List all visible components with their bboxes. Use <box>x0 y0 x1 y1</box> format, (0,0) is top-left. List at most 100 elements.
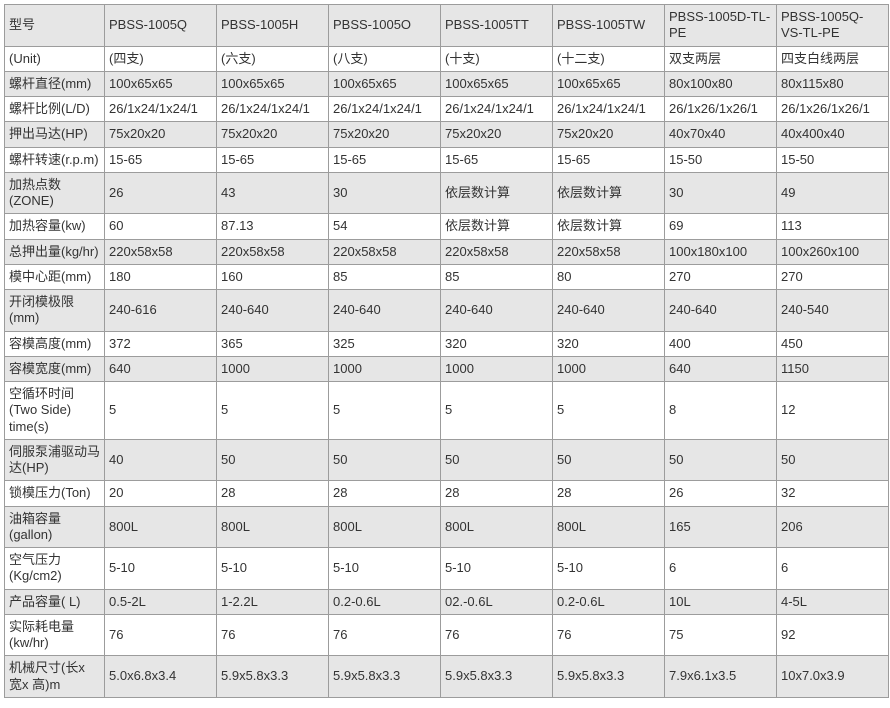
row-label: 容模高度(mm) <box>5 331 105 356</box>
cell: 28 <box>441 481 553 506</box>
table-row: (Unit)(四支)(六支)(八支)(十支)(十二支)双支两层四支白线两层 <box>5 46 889 71</box>
cell: 80 <box>553 264 665 289</box>
cell: 26 <box>105 172 217 214</box>
cell: 28 <box>553 481 665 506</box>
cell: 10L <box>665 589 777 614</box>
cell: 100x65x65 <box>105 71 217 96</box>
cell: 30 <box>665 172 777 214</box>
table-row: 锁模压力(Ton)20282828282632 <box>5 481 889 506</box>
cell: 26/1x24/1x24/1 <box>441 97 553 122</box>
cell: 26 <box>665 481 777 506</box>
cell: 50 <box>329 439 441 481</box>
cell: 100x180x100 <box>665 239 777 264</box>
row-label: 加热点数(ZONE) <box>5 172 105 214</box>
cell: 180 <box>105 264 217 289</box>
cell: 5 <box>553 382 665 440</box>
cell: 0.5-2L <box>105 589 217 614</box>
cell: 5.9x5.8x3.3 <box>329 656 441 698</box>
cell: 5.0x6.8x3.4 <box>105 656 217 698</box>
cell: 30 <box>329 172 441 214</box>
cell: 206 <box>777 506 889 548</box>
cell: 320 <box>553 331 665 356</box>
cell: 320 <box>441 331 553 356</box>
cell: 240-540 <box>777 290 889 332</box>
row-label: 型号 <box>5 5 105 47</box>
cell: 400 <box>665 331 777 356</box>
cell: 80x100x80 <box>665 71 777 96</box>
cell: 240-640 <box>217 290 329 332</box>
row-label: 容模宽度(mm) <box>5 356 105 381</box>
cell: 4-5L <box>777 589 889 614</box>
cell: 20 <box>105 481 217 506</box>
row-label: 机械尺寸(长x 宽x 高)m <box>5 656 105 698</box>
cell: 100x65x65 <box>553 71 665 96</box>
cell: (六支) <box>217 46 329 71</box>
cell: 26/1x24/1x24/1 <box>105 97 217 122</box>
cell: 40x400x40 <box>777 122 889 147</box>
row-label: 模中心距(mm) <box>5 264 105 289</box>
cell: 372 <box>105 331 217 356</box>
cell: 220x58x58 <box>217 239 329 264</box>
cell: 220x58x58 <box>553 239 665 264</box>
cell: 100x65x65 <box>329 71 441 96</box>
cell: (十二支) <box>553 46 665 71</box>
cell: 5-10 <box>441 548 553 590</box>
cell: 6 <box>665 548 777 590</box>
cell: 依层数计算 <box>441 172 553 214</box>
cell: 1000 <box>553 356 665 381</box>
cell: 5 <box>441 382 553 440</box>
cell: 0.2-0.6L <box>329 589 441 614</box>
cell: PBSS-1005D-TL-PE <box>665 5 777 47</box>
row-label: 空循环时间(Two Side) time(s) <box>5 382 105 440</box>
cell: 5-10 <box>217 548 329 590</box>
cell: 85 <box>329 264 441 289</box>
table-row: 螺杆比例(L/D)26/1x24/1x24/126/1x24/1x24/126/… <box>5 97 889 122</box>
row-label: 伺服泵浦驱动马达(HP) <box>5 439 105 481</box>
cell: 15-65 <box>217 147 329 172</box>
cell: 26/1x26/1x26/1 <box>777 97 889 122</box>
cell: PBSS-1005H <box>217 5 329 47</box>
cell: 5 <box>329 382 441 440</box>
cell: 15-65 <box>329 147 441 172</box>
cell: 02.-0.6L <box>441 589 553 614</box>
table-row: 空气压力(Kg/cm2)5-105-105-105-105-1066 <box>5 548 889 590</box>
cell: PBSS-1005TW <box>553 5 665 47</box>
spec-table-body: 型号PBSS-1005QPBSS-1005HPBSS-1005OPBSS-100… <box>5 5 889 698</box>
table-row: 容模宽度(mm)64010001000100010006401150 <box>5 356 889 381</box>
cell: 800L <box>329 506 441 548</box>
cell: (四支) <box>105 46 217 71</box>
cell: 76 <box>105 614 217 656</box>
row-label: 押出马达(HP) <box>5 122 105 147</box>
cell: 220x58x58 <box>441 239 553 264</box>
cell: 双支两层 <box>665 46 777 71</box>
row-label: (Unit) <box>5 46 105 71</box>
table-row: 伺服泵浦驱动马达(HP)40505050505050 <box>5 439 889 481</box>
row-label: 锁模压力(Ton) <box>5 481 105 506</box>
cell: 26/1x24/1x24/1 <box>329 97 441 122</box>
cell: 240-616 <box>105 290 217 332</box>
row-label: 螺杆比例(L/D) <box>5 97 105 122</box>
table-row: 产品容量( L)0.5-2L1-2.2L0.2-0.6L02.-0.6L0.2-… <box>5 589 889 614</box>
cell: 87.13 <box>217 214 329 239</box>
cell: 75x20x20 <box>105 122 217 147</box>
row-label: 开闭模极限(mm) <box>5 290 105 332</box>
cell: 15-65 <box>553 147 665 172</box>
cell: PBSS-1005Q <box>105 5 217 47</box>
table-row: 螺杆直径(mm)100x65x65100x65x65100x65x65100x6… <box>5 71 889 96</box>
cell: 50 <box>777 439 889 481</box>
row-label: 螺杆直径(mm) <box>5 71 105 96</box>
cell: 325 <box>329 331 441 356</box>
cell: 640 <box>105 356 217 381</box>
cell: 26/1x24/1x24/1 <box>217 97 329 122</box>
cell: 69 <box>665 214 777 239</box>
cell: 75x20x20 <box>217 122 329 147</box>
table-row: 油箱容量(gallon)800L800L800L800L800L165206 <box>5 506 889 548</box>
cell: 50 <box>441 439 553 481</box>
cell: 依层数计算 <box>553 172 665 214</box>
cell: 5-10 <box>105 548 217 590</box>
cell: 75 <box>665 614 777 656</box>
cell: (十支) <box>441 46 553 71</box>
cell: 76 <box>553 614 665 656</box>
cell: 92 <box>777 614 889 656</box>
table-row: 模中心距(mm)180160858580270270 <box>5 264 889 289</box>
